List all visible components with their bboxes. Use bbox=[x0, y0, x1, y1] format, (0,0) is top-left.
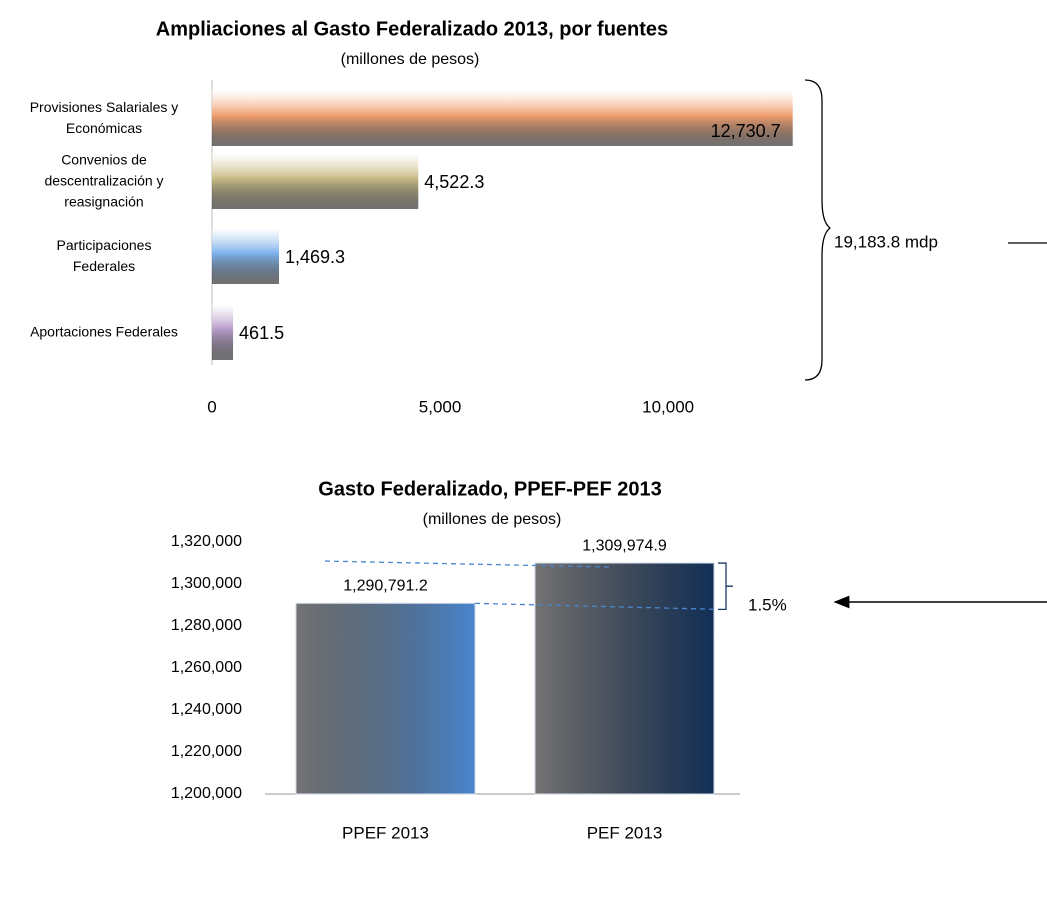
guide-line bbox=[324, 560, 611, 568]
value-label: 1,469.3 bbox=[285, 247, 345, 267]
chart-title: Gasto Federalizado, PPEF-PEF 2013 bbox=[318, 478, 661, 500]
x-tick-label: 0 bbox=[207, 397, 216, 416]
bracket bbox=[718, 562, 733, 610]
value-label: 12,730.7 bbox=[711, 121, 781, 141]
category-label: Participaciones Federales bbox=[56, 237, 152, 274]
chart-subtitle: (millones de pesos) bbox=[341, 51, 480, 68]
y-tick-label: 1,320,000 bbox=[171, 533, 242, 550]
y-tick-label: 1,240,000 bbox=[171, 701, 242, 718]
value-label: 4,522.3 bbox=[424, 172, 484, 192]
y-tick-label: 1,220,000 bbox=[171, 743, 242, 760]
annotation: 19,183.8 mdp bbox=[834, 232, 938, 251]
bar bbox=[295, 602, 476, 795]
brace bbox=[804, 79, 832, 381]
value-label: 1,309,974.9 bbox=[582, 537, 667, 554]
bar bbox=[212, 304, 234, 360]
bar bbox=[212, 90, 793, 146]
x-tick-label: 5,000 bbox=[419, 397, 462, 416]
y-tick-label: 1,260,000 bbox=[171, 659, 242, 676]
category-label: Convenios de descentralización y reasign… bbox=[44, 151, 164, 210]
bar bbox=[534, 562, 715, 795]
y-tick-label: 1,280,000 bbox=[171, 617, 242, 634]
annotation: 1.5% bbox=[748, 595, 787, 614]
category-label: Aportaciones Federales bbox=[30, 323, 178, 340]
y-tick-label: 1,200,000 bbox=[171, 785, 242, 802]
chart-subtitle: (millones de pesos) bbox=[423, 511, 562, 528]
bar bbox=[212, 228, 280, 284]
bar bbox=[212, 153, 419, 209]
x-tick-label: PEF 2013 bbox=[587, 823, 663, 842]
chart-title: Ampliaciones al Gasto Federalizado 2013,… bbox=[156, 18, 668, 40]
value-label: 1,290,791.2 bbox=[343, 578, 428, 595]
y-tick-label: 1,300,000 bbox=[171, 575, 242, 592]
guide-line bbox=[474, 602, 719, 610]
category-label: Provisiones Salariales y Económicas bbox=[29, 99, 179, 136]
value-label: 461.5 bbox=[239, 323, 284, 343]
x-tick-label: PPEF 2013 bbox=[342, 823, 429, 842]
x-tick-label: 10,000 bbox=[642, 397, 694, 416]
